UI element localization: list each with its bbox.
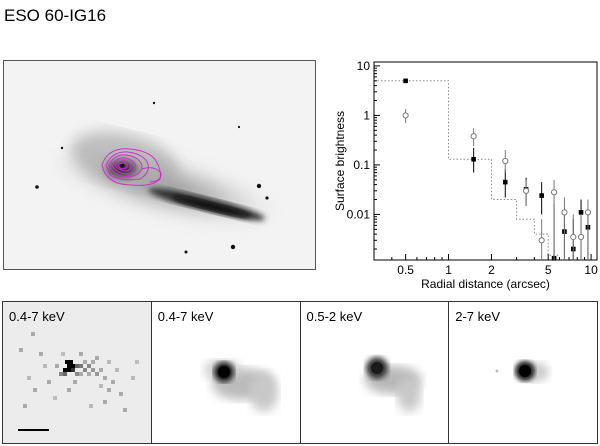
count-pixel [111, 380, 115, 384]
count-pixel [73, 380, 77, 384]
galaxy-graphic [35, 101, 292, 254]
data-point-circle [584, 209, 592, 216]
data-point-square [502, 179, 508, 185]
count-pixel [67, 364, 71, 368]
count-pixel [31, 332, 35, 336]
count-pixel [23, 404, 27, 408]
count-pixel [103, 376, 107, 380]
count-pixel [69, 360, 73, 364]
count-pixel [53, 396, 57, 400]
count-pixel [103, 400, 107, 404]
x-tick-label: 5 [545, 263, 552, 277]
data-point-square [471, 156, 476, 162]
count-pixel [123, 408, 127, 412]
x-axis-label: Radial distance (arcsec) [421, 277, 550, 291]
count-pixel [135, 360, 139, 364]
count-pixel [91, 368, 95, 372]
data-point-square [539, 193, 544, 198]
smoothed-image-hard [495, 361, 550, 382]
count-pixel [43, 364, 47, 368]
data-point-circle [538, 237, 545, 244]
optical-galaxy-image [3, 60, 316, 270]
count-pixel [27, 376, 31, 380]
plot-frame [373, 61, 598, 261]
count-pixel [131, 376, 135, 380]
count-pixel [83, 360, 87, 364]
y-tick-label: 1 [363, 108, 370, 122]
count-pixel [79, 364, 83, 368]
xray-panels: 0.4-7 keV 0.4-7 keV 0.5-2 keV [2, 301, 598, 444]
y-tick-label: 0.01 [347, 207, 371, 221]
y-axis-label: Surface brightness [333, 111, 347, 211]
count-pixel [91, 360, 95, 364]
count-pixel [71, 368, 75, 372]
count-pixel [39, 352, 43, 356]
count-pixel [71, 364, 75, 368]
count-pixel [33, 388, 37, 392]
x-tick-label: 10 [584, 263, 598, 277]
radial-profile-chart: 0.5 1 2 5 10 10 1 0.1 0.01 Radial distance (arcse… [333, 60, 598, 291]
count-pixel [67, 388, 71, 392]
xray-panel-hard: 2-7 keV [449, 302, 597, 443]
count-pixel [79, 372, 83, 376]
data-point-square [403, 78, 408, 84]
data-point-circle [502, 157, 509, 165]
count-pixel [75, 372, 79, 376]
count-pixel [107, 388, 111, 392]
x-tick-label: 1 [445, 263, 452, 277]
data-point-circle [470, 133, 477, 140]
data-point-square [578, 210, 584, 215]
smoothed-image-full [203, 360, 278, 412]
y-tick-label: 0.1 [353, 158, 370, 172]
count-pixel [55, 364, 59, 368]
count-pixel [99, 368, 103, 372]
count-pixel [63, 368, 67, 372]
count-pixel [61, 352, 65, 356]
panel-label: 0.5-2 keV [306, 309, 363, 324]
count-pixel [87, 372, 91, 376]
count-pixel [95, 356, 99, 360]
count-pixel [115, 368, 119, 372]
data-point-circle [550, 189, 558, 196]
xray-panel-smoothed-full: 0.4-7 keV [151, 302, 301, 443]
smoothed-image-soft [364, 357, 421, 412]
count-pixel [67, 368, 71, 372]
x-tick-label: 0.5 [397, 263, 414, 277]
count-pixel [47, 380, 51, 384]
figure-title: ESO 60-IG16 [4, 6, 107, 25]
panel-label: 0.4-7 keV [9, 309, 65, 324]
data-point-circle [402, 112, 409, 119]
y-tick-label: 10 [357, 60, 371, 73]
count-pixel [107, 360, 111, 364]
count-pixel [99, 384, 103, 388]
count-pixel [75, 364, 79, 368]
count-pixel [65, 360, 69, 364]
panel-label: 2-7 keV [455, 309, 501, 324]
data-point-circle [523, 187, 530, 194]
count-pixel [83, 368, 87, 372]
count-pixel [119, 392, 123, 396]
model-step-line [374, 80, 560, 256]
count-pixel [63, 372, 67, 376]
xray-panel-raw: 0.4-7 keV [3, 302, 152, 443]
xray-panel-soft: 0.5-2 keV [300, 302, 450, 443]
count-pixel [59, 372, 63, 376]
count-pixel [95, 372, 99, 376]
panel-label: 0.4-7 keV [157, 309, 214, 324]
count-pixel [79, 352, 83, 356]
data-point-circle [577, 233, 585, 241]
x-tick-label: 2 [488, 263, 495, 277]
data-point-circle [561, 209, 568, 216]
count-pixel [87, 364, 91, 368]
count-pixel [89, 404, 93, 408]
data-point-circle [570, 233, 577, 241]
raw-counts-image [18, 332, 139, 431]
count-pixel [19, 348, 23, 352]
